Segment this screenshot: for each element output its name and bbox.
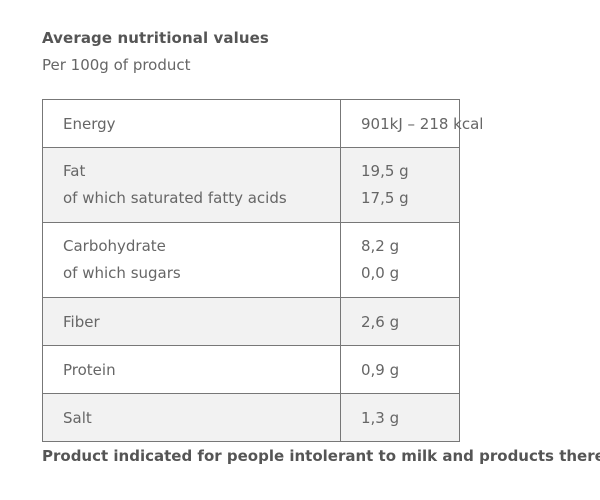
row-name-salt: Salt (42, 393, 341, 442)
nutrition-title: Average nutritional values (42, 29, 269, 47)
table-row-protein: Protein 0,9 g (42, 345, 460, 394)
table-row-salt: Salt 1,3 g (42, 393, 460, 442)
fat-label: Fat (63, 162, 86, 180)
fat-value: 19,5 g (361, 162, 409, 180)
row-name-energy: Energy (42, 99, 341, 148)
row-name-fiber: Fiber (42, 297, 341, 346)
table-row-carbohydrate: Carbohydrate of which sugars 8,2 g 0,0 g (42, 222, 460, 298)
table-row-fat: Fat of which saturated fatty acids 19,5 … (42, 147, 460, 223)
nutrition-table: Energy 901kJ – 218 kcal Fat of which sat… (42, 99, 483, 442)
sugars-value: 0,0 g (361, 264, 400, 282)
row-value-fiber: 2,6 g (340, 297, 460, 346)
row-name-carbohydrate: Carbohydrate of which sugars (42, 222, 341, 298)
nutrition-subtitle: Per 100g of product (42, 56, 191, 74)
intolerance-note: Product indicated for people intolerant … (42, 447, 600, 465)
table-row-fiber: Fiber 2,6 g (42, 297, 460, 346)
row-name-protein: Protein (42, 345, 341, 394)
row-value-carbohydrate: 8,2 g 0,0 g (340, 222, 460, 298)
row-value-protein: 0,9 g (340, 345, 460, 394)
table-row-energy: Energy 901kJ – 218 kcal (42, 99, 483, 148)
saturated-fat-label: of which saturated fatty acids (63, 189, 287, 207)
row-value-energy: 901kJ – 218 kcal (340, 99, 483, 148)
carbohydrate-label: Carbohydrate (63, 237, 166, 255)
row-name-fat: Fat of which saturated fatty acids (42, 147, 341, 223)
carbohydrate-value: 8,2 g (361, 237, 400, 255)
saturated-fat-value: 17,5 g (361, 189, 409, 207)
row-value-salt: 1,3 g (340, 393, 460, 442)
sugars-label: of which sugars (63, 264, 181, 282)
row-value-fat: 19,5 g 17,5 g (340, 147, 460, 223)
